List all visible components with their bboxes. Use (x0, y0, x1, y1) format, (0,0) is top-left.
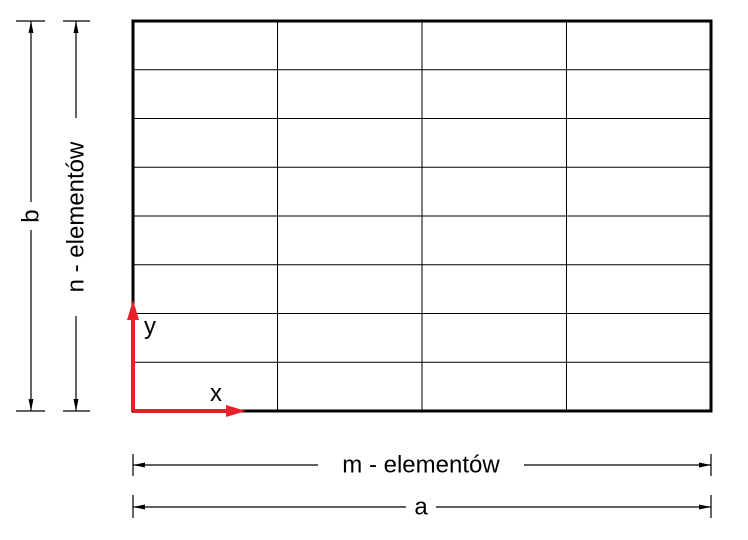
dimension-a-label: a (414, 494, 428, 521)
plate-boundary (131, 19, 713, 413)
coordinate-axes (127, 300, 246, 417)
dimension-m-elements-label: m - elementów (342, 452, 500, 479)
dimension-b-label: b (18, 209, 45, 222)
x-axis-label: x (210, 380, 222, 407)
mesh-grid (133, 21, 711, 411)
dimension-b (16, 20, 45, 412)
x-axis-arrowhead (226, 405, 246, 417)
y-axis-label: y (144, 313, 156, 340)
dimension-n-elements (63, 20, 90, 412)
dimension-m-elements (132, 454, 712, 476)
y-axis-arrowhead (127, 300, 139, 320)
dimension-a (132, 495, 712, 518)
dimension-n-elements-label: n - elementów (63, 141, 90, 292)
